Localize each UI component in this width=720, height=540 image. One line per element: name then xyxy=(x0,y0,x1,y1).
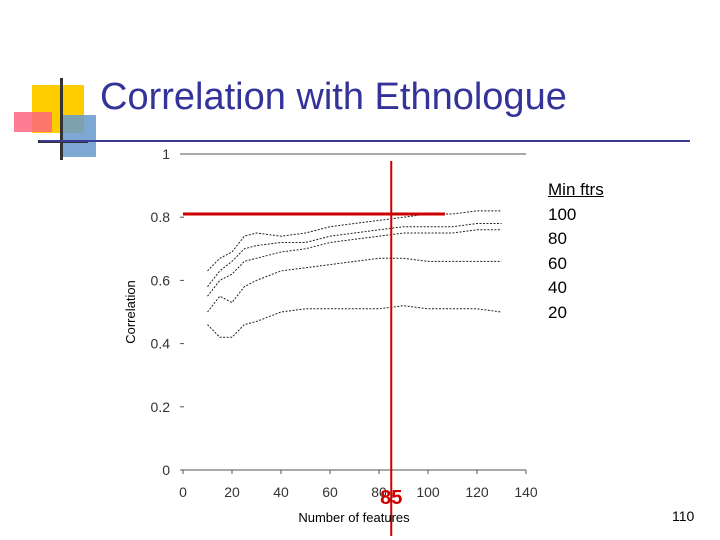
y-tick-label: 0.8 xyxy=(151,209,171,225)
annotation-layer: 85 xyxy=(183,161,445,536)
x-axis-label: Number of features xyxy=(298,510,410,525)
legend-entry: 80 xyxy=(548,229,567,248)
chart-legend: Min ftrs 100 80 60 40 20 xyxy=(548,178,604,325)
x-tick-label: 80 xyxy=(371,484,387,500)
y-tick-label: 0.6 xyxy=(151,272,171,288)
x-tick-label: 60 xyxy=(322,484,338,500)
x-tick-label: 100 xyxy=(416,484,440,500)
series-line-60 xyxy=(207,229,502,297)
page-number: 110 xyxy=(672,508,695,524)
decor-blue-square xyxy=(60,115,96,157)
x-tick-label: 0 xyxy=(179,484,187,500)
slide-title: Correlation with Ethnologue xyxy=(100,76,567,118)
axes-layer: 0 0.2 0.4 0.6 0.8 1 0 20 40 60 80 100 120 140 xyxy=(151,146,538,500)
series-line-20 xyxy=(207,305,502,338)
legend-entry: 20 xyxy=(548,302,567,322)
legend-entry: 60 xyxy=(548,253,567,273)
x-tick-label: 120 xyxy=(465,484,489,500)
title-rule xyxy=(40,140,690,142)
y-tick-label: 1 xyxy=(162,146,170,162)
x-tick-label: 40 xyxy=(273,484,289,500)
x-tick-label: 20 xyxy=(224,484,240,500)
y-tick-label: 0.2 xyxy=(151,399,171,415)
x-tick-label: 140 xyxy=(514,484,538,500)
legend-entry: 40 xyxy=(548,278,567,297)
y-tick-label: 0.4 xyxy=(151,336,171,352)
decor-vertical-line xyxy=(60,78,63,160)
marker-value-label: 85 xyxy=(380,487,402,509)
series-layer xyxy=(207,210,502,338)
series-line-40 xyxy=(207,257,502,313)
y-tick-label: 0 xyxy=(162,462,170,478)
series-line-80 xyxy=(207,223,502,288)
decor-pink-bar xyxy=(14,112,52,132)
legend-entry: 100 xyxy=(548,204,577,224)
y-axis-label: Correlation xyxy=(123,280,138,344)
legend-title: Min ftrs xyxy=(548,180,604,199)
